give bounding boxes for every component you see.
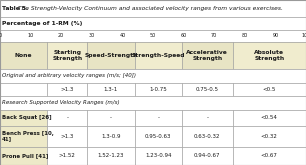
Text: 90: 90 [272,33,278,38]
Text: The Strength-Velocity Continuum and associated velocity ranges from various exer: The Strength-Velocity Continuum and asso… [16,6,283,11]
Text: None: None [15,53,32,58]
Bar [0,96,306,110]
Text: >1.52: >1.52 [59,153,76,158]
Text: 0.95-0.63: 0.95-0.63 [145,134,172,139]
Bar [135,110,182,126]
Text: Absolute
Strength: Absolute Strength [254,50,284,61]
Bar [233,82,306,96]
Bar [0,110,47,126]
Text: 40: 40 [119,33,125,38]
Text: 100: 100 [301,33,306,38]
Text: Original and arbitrary velocity ranges (m/s; [40]): Original and arbitrary velocity ranges (… [2,73,136,78]
Bar [0,147,47,165]
Text: Percentage of 1-RM (%): Percentage of 1-RM (%) [2,21,82,26]
Text: <0.32: <0.32 [261,134,278,139]
Bar [87,126,135,147]
Bar [47,147,87,165]
Bar [135,82,182,96]
Text: Prone Pull [41]: Prone Pull [41] [2,153,48,158]
Text: 70: 70 [211,33,217,38]
Text: 0.94-0.67: 0.94-0.67 [194,153,221,158]
Bar [0,126,47,147]
Bar [135,147,182,165]
Text: <0.67: <0.67 [261,153,278,158]
Bar [87,110,135,126]
Bar [182,42,233,69]
Bar [47,42,87,69]
Bar [182,82,233,96]
Bar [0,17,306,30]
Text: Back Squat [26]: Back Squat [26] [2,115,52,120]
Bar [47,110,87,126]
Bar [47,126,87,147]
Bar [135,42,182,69]
Text: <0.54: <0.54 [261,115,278,120]
Text: 30: 30 [89,33,95,38]
Bar [0,0,306,17]
Text: Bench Press [10,
41]: Bench Press [10, 41] [2,131,54,142]
Bar [0,69,306,82]
Text: 50: 50 [150,33,156,38]
Text: Speed-Strength: Speed-Strength [84,53,138,58]
Text: 1.23-0.94: 1.23-0.94 [145,153,172,158]
Bar [233,110,306,126]
Text: Accelerative
Strength: Accelerative Strength [186,50,228,61]
Bar [87,147,135,165]
Text: 0.75-0.5: 0.75-0.5 [196,87,219,92]
Text: 80: 80 [242,33,248,38]
Text: Research Supported Velocity Ranges (m/s): Research Supported Velocity Ranges (m/s) [2,100,120,105]
Bar [87,82,135,96]
Text: 60: 60 [181,33,187,38]
Bar [182,126,233,147]
Text: 1.3-0.9: 1.3-0.9 [101,134,121,139]
Bar [233,147,306,165]
Text: 1-0.75: 1-0.75 [149,87,167,92]
Text: -: - [66,115,68,120]
Text: 20: 20 [58,33,64,38]
Bar [182,147,233,165]
Bar [135,126,182,147]
Bar [182,110,233,126]
Text: Starting
Strength: Starting Strength [52,50,82,61]
Text: -: - [206,115,208,120]
Text: Table 5.: Table 5. [2,6,28,11]
Text: 10: 10 [28,33,34,38]
Text: -: - [110,115,112,120]
Text: 0.63-0.32: 0.63-0.32 [194,134,221,139]
Bar [233,126,306,147]
Bar [0,42,47,69]
Text: 1.3-1: 1.3-1 [104,87,118,92]
Bar [0,30,306,42]
Text: -: - [157,115,159,120]
Bar [233,42,306,69]
Text: Strength-Speed: Strength-Speed [132,53,185,58]
Text: >1.3: >1.3 [61,87,74,92]
Bar [0,82,47,96]
Bar [47,82,87,96]
Text: 1.52-1.23: 1.52-1.23 [98,153,124,158]
Bar [87,42,135,69]
Text: <0.5: <0.5 [263,87,276,92]
Text: 0: 0 [0,33,2,38]
Text: >1.3: >1.3 [61,134,74,139]
